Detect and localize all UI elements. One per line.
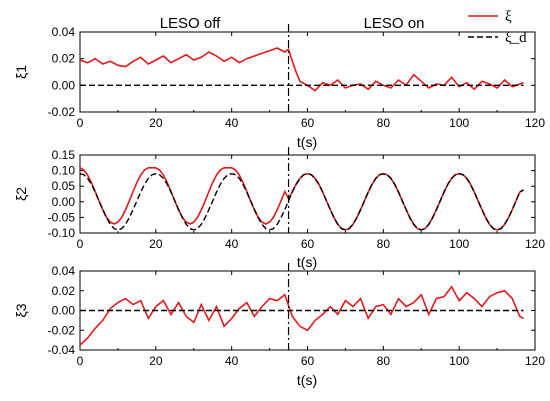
y-tick-label: 0.05: [52, 179, 76, 193]
legend-label: ξ_d: [505, 30, 527, 46]
x-tick-label: 100: [449, 354, 469, 368]
annotation-leso-on: LESO on: [364, 15, 425, 32]
series-line-actual-xi3: [80, 285, 524, 346]
x-tick-label: 80: [377, 354, 391, 368]
series-line-desired-xi2: [80, 172, 524, 231]
x-tick-label: 80: [377, 116, 391, 130]
y-tick-label: -0.02: [48, 105, 76, 119]
annotation-leso-off: LESO off: [160, 15, 221, 32]
x-tick-label: 20: [149, 116, 163, 130]
x-tick-label: 60: [301, 354, 315, 368]
x-tick-label: 40: [225, 354, 239, 368]
plot-frame-xi1: [79, 31, 536, 113]
legend-label: ξ: [505, 9, 512, 25]
x-tick-label: 60: [301, 237, 315, 251]
x-axis-label: t(s): [297, 372, 317, 388]
y-tick-label: 0.04: [52, 264, 76, 278]
x-tick-label: 120: [525, 116, 545, 130]
y-tick-label: 0.02: [52, 52, 76, 66]
y-tick-label: 0.02: [52, 284, 76, 298]
x-tick-label: 100: [449, 116, 469, 130]
y-tick-label: -0.02: [48, 323, 76, 337]
x-tick-label: 60: [301, 116, 315, 130]
x-tick-label: 40: [225, 116, 239, 130]
x-tick-label: 0: [77, 116, 84, 130]
y-tick-label: -0.04: [48, 343, 76, 357]
y-axis-label-xi3: ξ3: [13, 303, 29, 317]
x-tick-label: 0: [77, 354, 84, 368]
y-tick-label: 0.04: [52, 25, 76, 39]
x-tick-label: 20: [149, 237, 163, 251]
x-tick-label: 40: [225, 237, 239, 251]
y-tick-label: 0.10: [52, 164, 76, 178]
x-tick-label: 120: [525, 237, 545, 251]
x-tick-label: 80: [377, 237, 391, 251]
y-tick-label: -0.10: [48, 226, 76, 240]
y-tick-label: -0.05: [48, 210, 76, 224]
plot-frame-xi2: [79, 154, 536, 234]
x-tick-label: 120: [525, 354, 545, 368]
series-line-actual-xi1: [80, 47, 524, 92]
y-tick-label: 0.15: [52, 148, 76, 162]
y-tick-label: 0.00: [52, 304, 76, 318]
x-tick-label: 100: [449, 237, 469, 251]
x-tick-label: 20: [149, 354, 163, 368]
y-axis-label-xi2: ξ2: [13, 187, 29, 201]
x-tick-label: 0: [77, 237, 84, 251]
y-tick-label: 0.00: [52, 78, 76, 92]
y-axis-label-xi1: ξ1: [13, 65, 29, 79]
x-axis-label: t(s): [297, 134, 317, 150]
x-axis-label: t(s): [297, 254, 317, 270]
y-tick-label: 0.00: [52, 195, 76, 209]
